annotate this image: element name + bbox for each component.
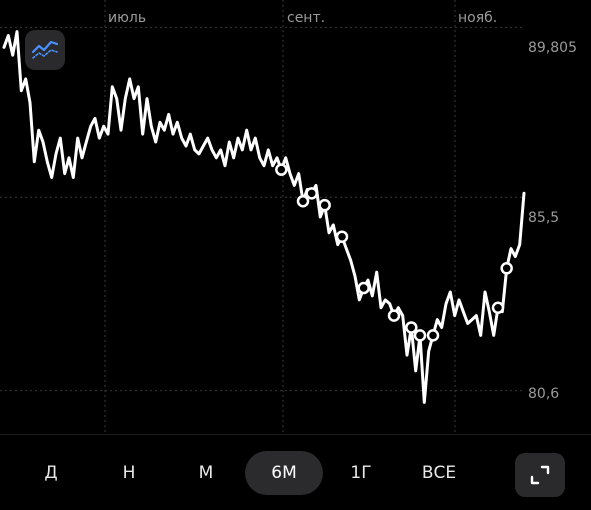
tab-week[interactable]: Н (122, 463, 136, 483)
tab-all[interactable]: ВСЕ (421, 463, 457, 483)
expand-icon (530, 465, 550, 485)
price-chart-svg (0, 0, 526, 434)
event-marker[interactable] (275, 163, 288, 176)
y-label-top: 89,805 (528, 40, 577, 56)
period-toolbar: Д Н М 6М 1Г ВСЕ (0, 434, 591, 510)
event-marker[interactable] (335, 230, 349, 243)
price-line (2, 30, 526, 404)
tab-1-year[interactable]: 1Г (350, 463, 372, 483)
event-marker[interactable] (357, 281, 370, 295)
x-label-july: июль (108, 10, 147, 26)
event-marker[interactable] (491, 301, 505, 314)
price-chart[interactable]: июль сент. нояб. 89,805 85,5 80,6 (0, 0, 591, 434)
event-marker[interactable] (413, 329, 427, 342)
line-chart-icon (31, 40, 59, 59)
event-marker[interactable] (305, 187, 318, 200)
event-marker[interactable] (387, 309, 401, 322)
y-label-mid: 85,5 (528, 210, 560, 226)
event-marker[interactable] (296, 194, 310, 208)
expand-button[interactable] (515, 453, 565, 497)
event-marker[interactable] (318, 198, 331, 212)
tab-6-months[interactable]: 6М (245, 451, 323, 495)
chart-type-button[interactable] (25, 30, 65, 70)
tab-day[interactable]: Д (44, 463, 58, 483)
x-label-september: сент. (287, 10, 326, 26)
event-marker[interactable] (405, 321, 418, 334)
tab-month[interactable]: М (198, 463, 214, 483)
event-marker[interactable] (500, 262, 513, 275)
x-label-november: нояб. (458, 10, 498, 26)
y-label-low: 80,6 (528, 386, 560, 402)
event-marker[interactable] (426, 329, 440, 342)
